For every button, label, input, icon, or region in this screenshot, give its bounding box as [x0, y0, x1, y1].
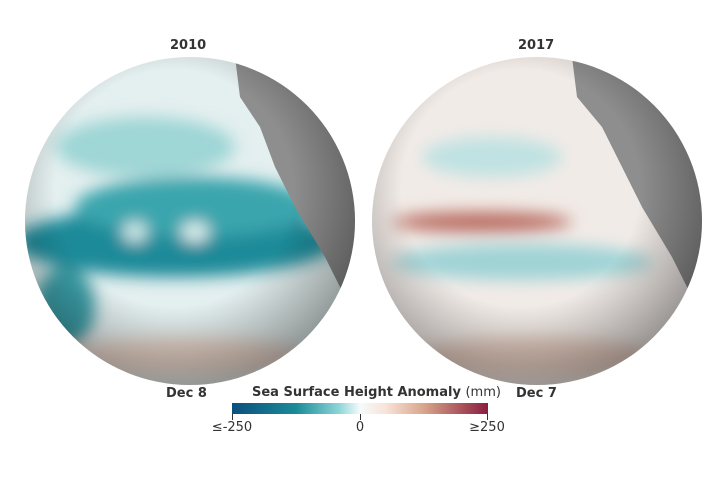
- panel-date-2017: Dec 7: [516, 386, 557, 401]
- colorbar-max-label: ≥250: [469, 420, 505, 435]
- colorbar-tick-mid: [360, 414, 361, 420]
- panel-year-2017: 2017: [518, 38, 555, 53]
- globe-2017: [372, 57, 702, 385]
- colorbar-tick-min: [232, 414, 233, 420]
- colorbar: [232, 403, 488, 414]
- legend-title-text: Sea Surface Height Anomaly: [252, 385, 461, 400]
- legend-title: Sea Surface Height Anomaly (mm): [252, 385, 501, 400]
- panel-year-2010: 2010: [170, 38, 207, 53]
- legend-unit: (mm): [465, 385, 501, 400]
- colorbar-tick-max: [487, 414, 488, 420]
- panel-date-2010: Dec 8: [166, 386, 207, 401]
- globe-2010: [25, 57, 355, 385]
- colorbar-min-label: ≤-250: [211, 420, 253, 435]
- colorbar-mid-label: 0: [355, 420, 365, 435]
